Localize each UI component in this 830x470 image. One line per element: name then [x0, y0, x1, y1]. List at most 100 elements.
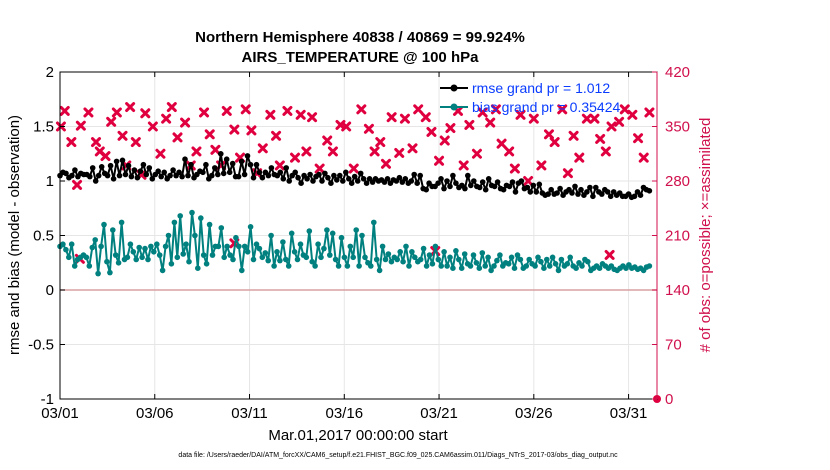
- data-point-rmse: [646, 188, 653, 194]
- data-point-rmse: [220, 170, 227, 177]
- data-point-rmse: [578, 186, 584, 193]
- data-point-bias: [95, 270, 101, 277]
- data-point-bias: [309, 258, 316, 265]
- data-point-bias: [409, 249, 415, 255]
- obs-marker: [509, 163, 520, 174]
- data-point-bias: [476, 265, 483, 272]
- data-point-rmse: [137, 168, 144, 174]
- data-point-rmse: [298, 180, 304, 186]
- data-point-rmse: [476, 184, 483, 191]
- data-point-bias: [200, 252, 207, 258]
- data-point-bias: [368, 263, 374, 269]
- data-point-rmse: [92, 178, 99, 184]
- data-point-bias: [335, 263, 342, 269]
- data-point-bias: [429, 261, 436, 267]
- obs-marker: [356, 104, 367, 115]
- data-point-bias: [291, 249, 298, 255]
- data-point-rmse: [485, 176, 492, 182]
- obs-marker: [604, 249, 615, 260]
- data-point-bias: [71, 263, 78, 269]
- data-point-rmse: [423, 186, 430, 193]
- data-point-rmse: [536, 181, 543, 188]
- data-point-rmse: [408, 178, 415, 184]
- data-point-bias: [420, 245, 427, 252]
- data-point-bias: [585, 258, 591, 265]
- y-right-tick-label: 0: [665, 391, 673, 408]
- data-point-rmse: [384, 176, 391, 182]
- data-point-rmse: [72, 167, 78, 173]
- data-point-bias: [283, 256, 289, 263]
- obs-marker: [407, 143, 418, 154]
- data-point-bias: [394, 256, 401, 263]
- data-point-bias: [112, 252, 119, 258]
- data-point-bias: [274, 249, 280, 255]
- data-point-bias: [151, 249, 157, 255]
- obs-marker: [66, 137, 77, 148]
- data-point-rmse: [188, 161, 194, 168]
- data-point-bias: [209, 252, 216, 258]
- obs-marker: [399, 113, 410, 124]
- data-point-bias: [511, 265, 518, 272]
- data-point-bias: [312, 263, 318, 269]
- obs-marker: [496, 138, 507, 149]
- obs-marker: [638, 152, 649, 163]
- data-point-rmse: [465, 172, 471, 179]
- data-point-rmse: [98, 164, 105, 170]
- data-point-bias: [198, 215, 204, 221]
- y-tick-label: -1: [41, 391, 54, 408]
- obs-marker: [221, 105, 232, 116]
- data-point-rmse: [226, 169, 233, 176]
- data-point-rmse: [149, 176, 156, 182]
- data-point-bias: [549, 254, 556, 261]
- data-point-bias: [165, 232, 172, 239]
- data-point-rmse: [527, 189, 534, 195]
- data-point-bias: [259, 254, 266, 261]
- obs-marker: [562, 168, 573, 179]
- data-point-bias: [412, 254, 418, 261]
- data-point-bias: [280, 239, 286, 245]
- data-point-rmse: [524, 184, 531, 191]
- obs-marker: [581, 113, 592, 124]
- data-point-rmse: [471, 178, 477, 184]
- data-point-bias: [159, 267, 166, 274]
- data-point-bias: [567, 254, 573, 261]
- data-point-bias: [285, 263, 292, 269]
- data-point-rmse: [158, 173, 164, 180]
- data-point-bias: [315, 241, 321, 247]
- data-point-bias: [297, 241, 304, 247]
- data-point-rmse: [402, 176, 409, 182]
- data-point-bias: [92, 237, 98, 243]
- obs-marker: [549, 137, 560, 148]
- data-point-bias: [124, 254, 131, 261]
- y-tick-label: 0.5: [33, 228, 54, 245]
- obs-marker: [180, 117, 191, 128]
- data-point-bias: [192, 232, 198, 239]
- data-point-bias: [241, 243, 248, 250]
- obs-marker: [543, 129, 554, 140]
- data-point-rmse: [218, 151, 224, 157]
- data-point-rmse: [63, 170, 69, 177]
- data-point-rmse: [512, 189, 519, 195]
- data-point-rmse: [572, 183, 578, 190]
- data-point-rmse: [500, 186, 507, 193]
- data-point-bias: [215, 243, 222, 250]
- obs-marker: [229, 124, 240, 135]
- x-tick-label: 03/16: [326, 405, 364, 422]
- obs-marker: [72, 179, 83, 190]
- data-point-bias: [517, 256, 524, 263]
- data-point-bias: [206, 221, 213, 228]
- data-point-bias: [133, 256, 139, 263]
- data-point-rmse: [176, 169, 182, 176]
- y-right-tick-label: 70: [665, 337, 682, 354]
- data-point-rmse: [203, 161, 209, 168]
- data-point-bias: [171, 219, 178, 226]
- data-point-bias: [294, 256, 301, 263]
- obs-marker: [394, 147, 405, 158]
- data-point-rmse: [607, 193, 614, 200]
- obs-marker: [161, 113, 172, 124]
- data-point-bias: [130, 249, 137, 255]
- data-point-bias: [63, 246, 69, 253]
- obs-marker: [246, 125, 257, 136]
- obs-marker: [375, 137, 386, 148]
- data-point-rmse: [89, 165, 96, 171]
